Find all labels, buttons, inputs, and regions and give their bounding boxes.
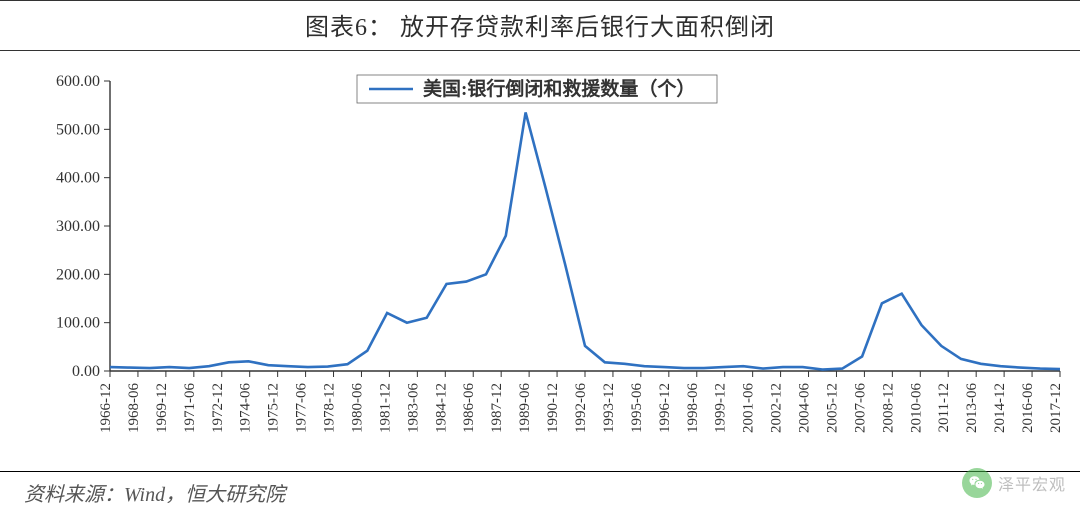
svg-text:1968-06: 1968-06 [126, 383, 142, 433]
svg-text:1972-12: 1972-12 [210, 383, 226, 433]
svg-text:2014-12: 2014-12 [992, 383, 1008, 433]
svg-text:2005-12: 2005-12 [824, 383, 840, 433]
svg-text:1975-12: 1975-12 [266, 383, 282, 433]
svg-text:1981-12: 1981-12 [377, 383, 393, 433]
chart-area: 0.00 100.00 200.00 300.00 400.00 500.00 600.00… [0, 51, 1080, 471]
wechat-icon [962, 468, 992, 498]
svg-text:1971-06: 1971-06 [182, 383, 198, 433]
svg-text:1990-12: 1990-12 [545, 383, 561, 433]
svg-text:500.00: 500.00 [56, 121, 100, 138]
svg-text:1980-06: 1980-06 [349, 383, 365, 433]
svg-text:0.00: 0.00 [72, 363, 100, 380]
svg-text:1992-06: 1992-06 [573, 383, 589, 433]
svg-text:2011-12: 2011-12 [936, 383, 952, 432]
svg-text:300.00: 300.00 [56, 218, 100, 235]
svg-text:1978-12: 1978-12 [322, 383, 338, 433]
svg-text:1983-06: 1983-06 [405, 383, 421, 433]
svg-text:2013-06: 2013-06 [964, 383, 980, 433]
svg-text:1966-12: 1966-12 [98, 383, 114, 433]
svg-text:200.00: 200.00 [56, 266, 100, 283]
svg-text:美国:银行倒闭和救援数量（个）: 美国:银行倒闭和救援数量（个） [423, 77, 695, 100]
svg-text:2007-06: 2007-06 [852, 383, 868, 433]
svg-text:400.00: 400.00 [56, 170, 100, 187]
svg-text:2008-12: 2008-12 [880, 383, 896, 433]
svg-text:2001-06: 2001-06 [741, 383, 757, 433]
svg-text:2016-06: 2016-06 [1020, 383, 1036, 433]
svg-text:1977-06: 1977-06 [294, 383, 310, 433]
chart-title: 图表6： 放开存贷款利率后银行大面积倒闭 [0, 0, 1080, 51]
svg-text:1996-12: 1996-12 [657, 383, 673, 433]
svg-text:1984-12: 1984-12 [433, 383, 449, 433]
svg-text:1986-06: 1986-06 [461, 383, 477, 433]
svg-text:1993-12: 1993-12 [601, 383, 617, 433]
svg-text:2004-06: 2004-06 [797, 383, 813, 433]
watermark: 泽平宏观 [962, 468, 1066, 498]
svg-text:1987-12: 1987-12 [489, 383, 505, 433]
svg-text:1995-06: 1995-06 [629, 383, 645, 433]
svg-text:2010-06: 2010-06 [908, 383, 924, 433]
svg-text:1998-06: 1998-06 [685, 383, 701, 433]
svg-text:1969-12: 1969-12 [154, 383, 170, 433]
svg-text:1974-06: 1974-06 [238, 383, 254, 433]
svg-text:100.00: 100.00 [56, 315, 100, 332]
line-chart: 0.00 100.00 200.00 300.00 400.00 500.00 600.00… [0, 51, 1080, 471]
svg-text:1999-12: 1999-12 [713, 383, 729, 433]
svg-text:1989-06: 1989-06 [517, 383, 533, 433]
source-text: 资料来源：Wind，恒大研究院 [0, 472, 1080, 507]
svg-text:2002-12: 2002-12 [769, 383, 785, 433]
watermark-text: 泽平宏观 [998, 471, 1066, 495]
svg-text:2017-12: 2017-12 [1048, 383, 1064, 433]
svg-text:600.00: 600.00 [56, 73, 100, 90]
